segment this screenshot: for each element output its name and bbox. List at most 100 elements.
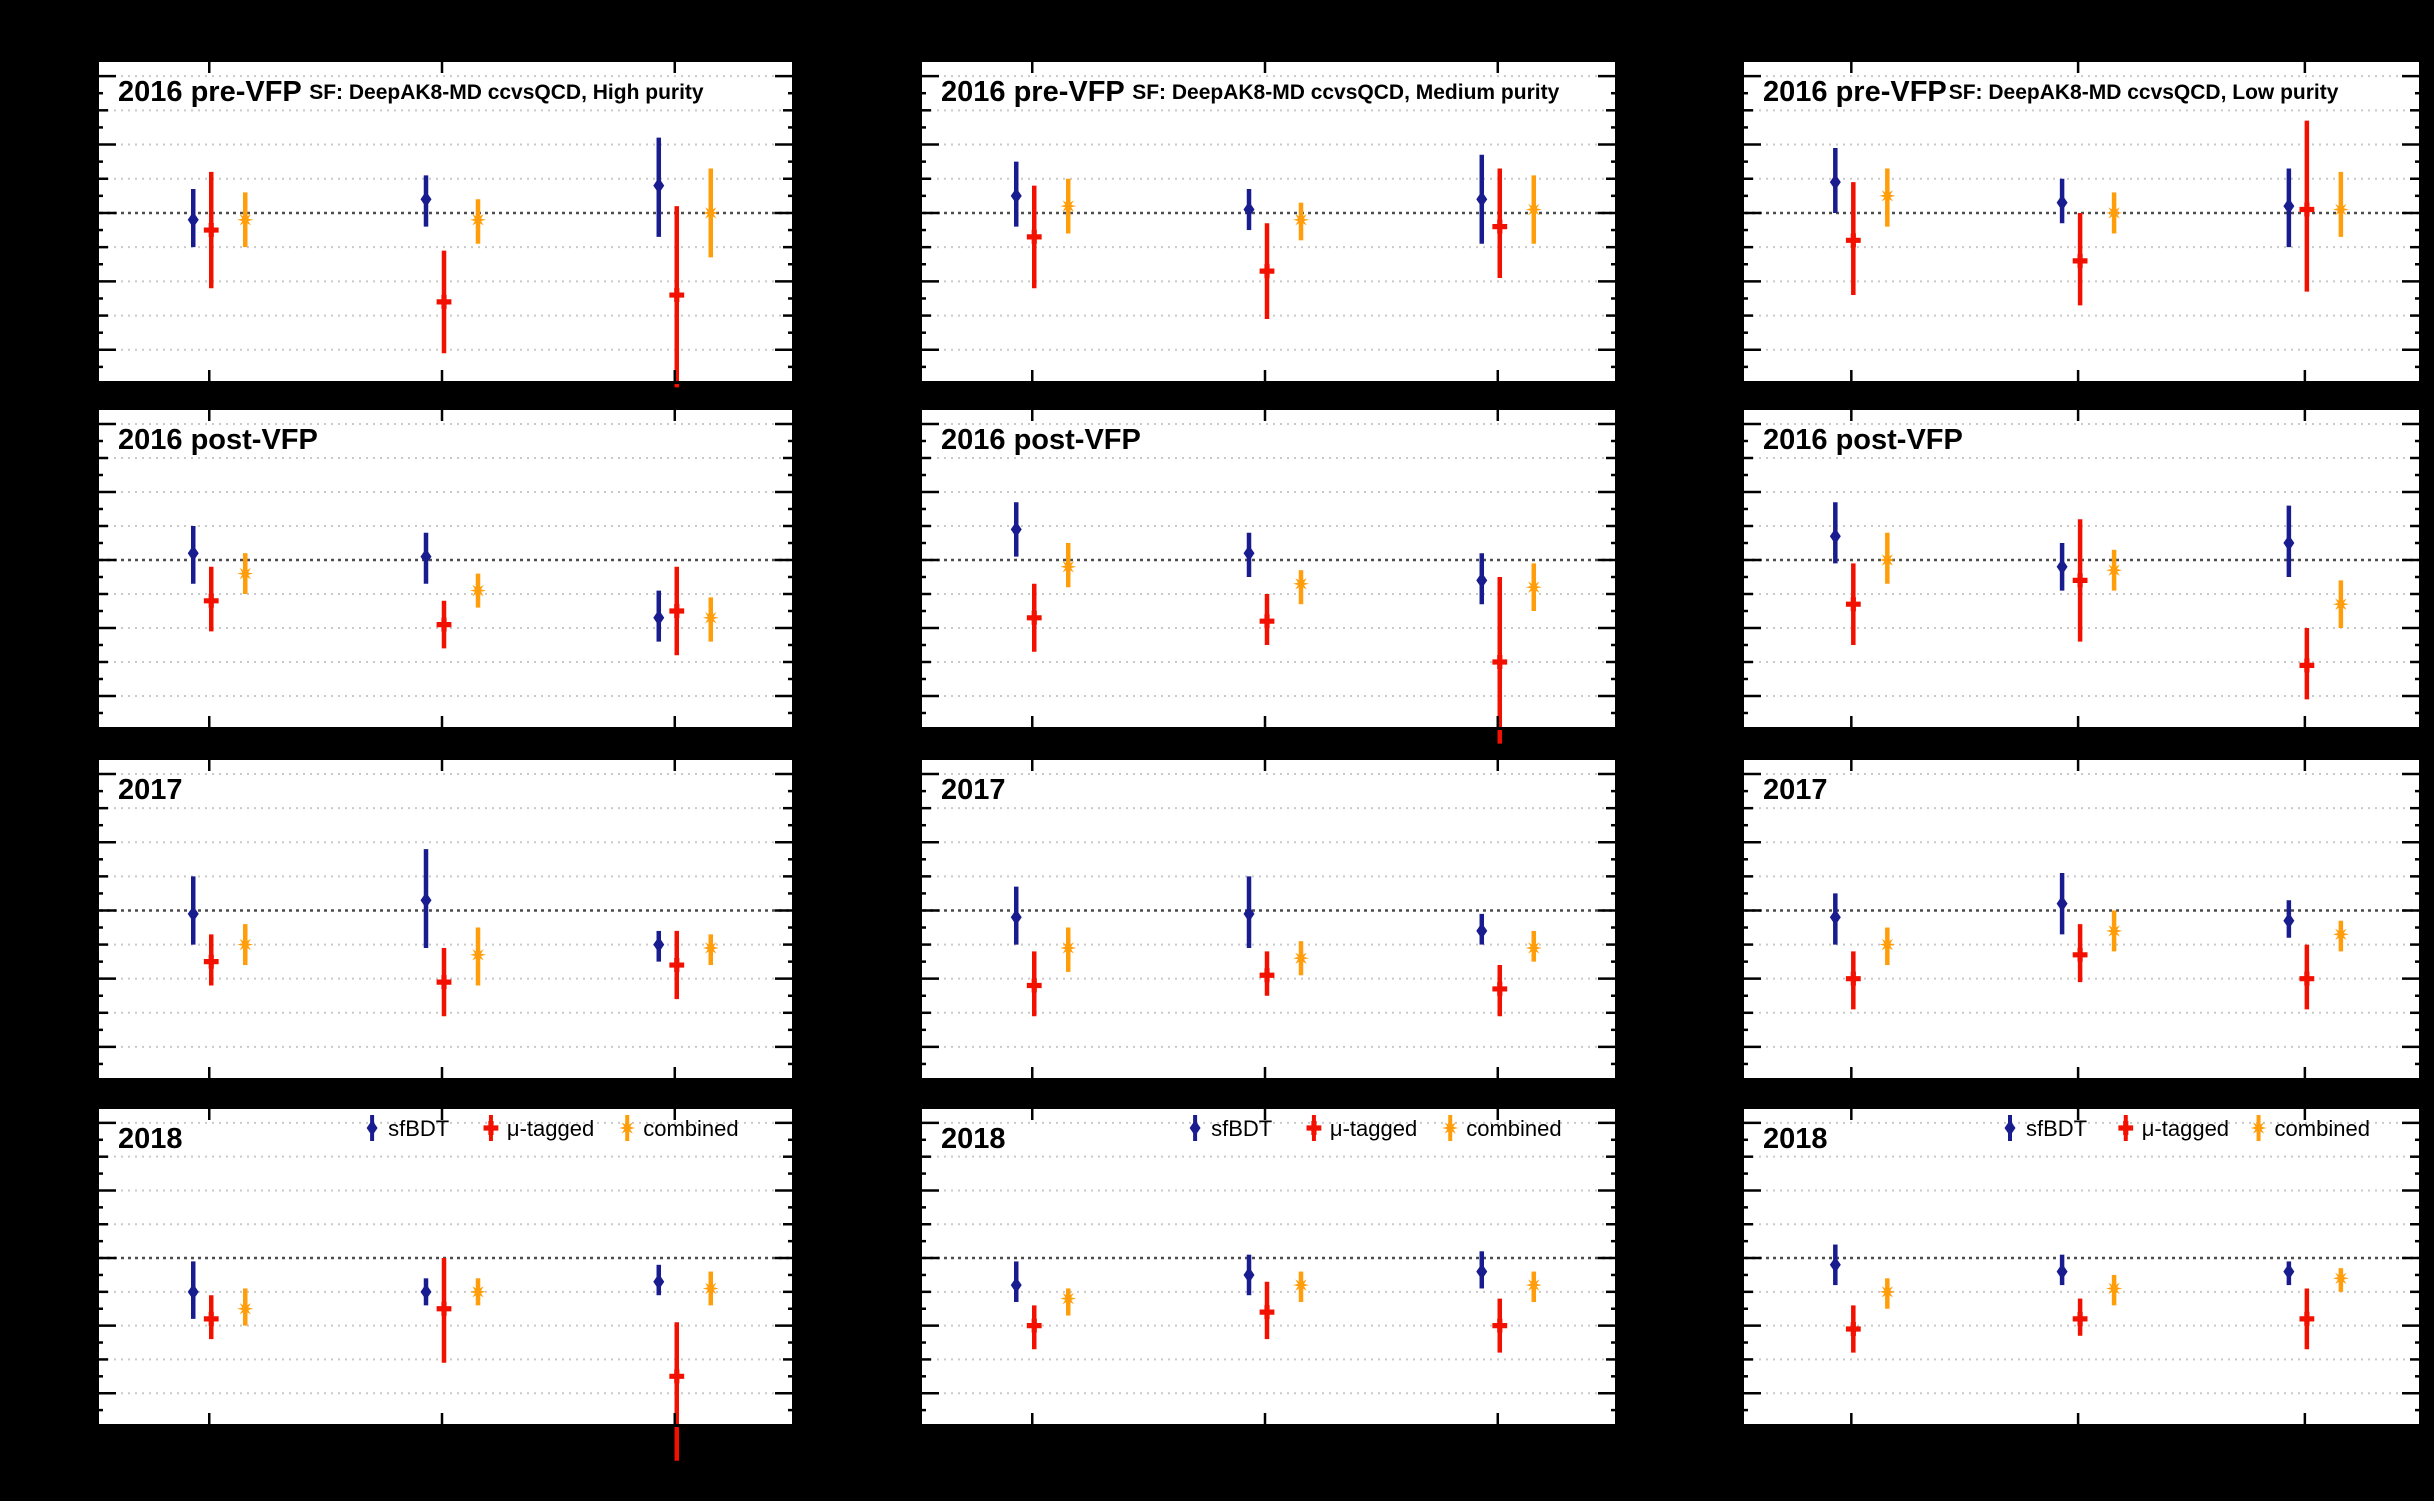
- legend-label-combined: combined: [1466, 1116, 1561, 1141]
- legend-item-mu_tagged: μ-tagged: [1306, 1115, 1417, 1141]
- data-point-mu_tagged: [1026, 610, 1042, 625]
- data-point-sfBDT: [1243, 201, 1255, 218]
- data-point-mu_tagged: [1026, 1318, 1042, 1333]
- legend-label-sfBDT: sfBDT: [1211, 1116, 1272, 1141]
- panel-2016-post-vfp-c3: 2016 post-VFP: [1741, 407, 2422, 730]
- legend-item-combined: combined: [2250, 1115, 2370, 1141]
- panel-border: [96, 757, 795, 1081]
- data-point-combined: [2106, 1280, 2123, 1297]
- data-point-sfBDT: [2056, 1263, 2068, 1280]
- data-point-sfBDT: [187, 545, 199, 562]
- legend-item-combined: combined: [619, 1115, 739, 1141]
- panel-subtitle: SF: DeepAK8-MD ccvsQCD, Medium purity: [1132, 81, 1559, 104]
- data-point-combined: [2332, 926, 2349, 943]
- data-point-combined: [237, 565, 254, 582]
- data-point-sfBDT: [653, 1273, 665, 1290]
- panel-background: [1741, 757, 2422, 1081]
- data-point-combined: [1525, 579, 1542, 596]
- data-point-combined: [470, 946, 486, 963]
- data-point-mu_tagged: [436, 617, 452, 632]
- data-point-mu_tagged: [1259, 1305, 1275, 1320]
- data-point-combined: [1060, 198, 1077, 215]
- panel-2017-c1: 2017: [96, 757, 795, 1081]
- panel-title: 2016 post-VFP: [118, 424, 318, 456]
- data-point-mu_tagged: [2072, 573, 2088, 588]
- data-point-sfBDT: [653, 609, 665, 626]
- data-point-mu_tagged: [2072, 253, 2088, 268]
- data-point-sfBDT: [1476, 1263, 1488, 1280]
- panel-title: 2017: [118, 774, 183, 806]
- data-point-combined: [1525, 201, 1542, 218]
- legend-label-sfBDT: sfBDT: [388, 1116, 449, 1141]
- data-point-sfBDT: [1243, 545, 1255, 562]
- data-point-mu_tagged: [1845, 597, 1861, 612]
- data-point-sfBDT: [1829, 1256, 1841, 1273]
- data-point-combined: [702, 1280, 719, 1297]
- panel-background: [919, 1106, 1618, 1427]
- data-point-sfBDT: [1010, 521, 1022, 538]
- legend-marker-sfBDT: [366, 1120, 378, 1136]
- data-point-sfBDT: [653, 177, 665, 194]
- data-point-mu_tagged: [2299, 971, 2315, 986]
- panel-background: [96, 757, 795, 1081]
- data-point-mu_tagged: [2299, 202, 2315, 217]
- panel-title: 2016 pre-VFP: [118, 76, 302, 108]
- data-point-combined: [1879, 552, 1896, 568]
- data-point-sfBDT: [2283, 1263, 2295, 1280]
- data-point-mu_tagged: [1845, 1322, 1861, 1337]
- data-point-sfBDT: [187, 211, 199, 228]
- data-point-combined: [470, 582, 486, 599]
- panel-border: [96, 1106, 795, 1427]
- data-point-sfBDT: [2056, 558, 2068, 575]
- data-point-combined: [1293, 575, 1309, 592]
- panel-border: [96, 59, 795, 384]
- data-point-combined: [1060, 1290, 1077, 1307]
- data-point-sfBDT: [2283, 912, 2295, 929]
- data-point-sfBDT: [420, 892, 432, 909]
- panel-2018-c3: 2018 sfBDT μ-tagged combined: [1741, 1106, 2422, 1427]
- data-point-mu_tagged: [1845, 233, 1861, 248]
- data-point-sfBDT: [1829, 528, 1841, 545]
- data-point-combined: [2332, 596, 2349, 613]
- panel-title: 2016 pre-VFP: [941, 76, 1125, 108]
- panel-title: 2018: [1763, 1123, 1828, 1155]
- panel-2018-c1: 2018 sfBDT μ-tagged combined: [96, 1106, 795, 1461]
- panel-2016-pre-vfp-c2: 2016 pre-VFP SF: DeepAK8-MD ccvsQCD, Medi…: [919, 59, 1618, 384]
- panel-title: 2016 pre-VFP: [1763, 76, 1947, 108]
- panel-2016-pre-vfp-c1: 2016 pre-VFP SF: DeepAK8-MD ccvsQCD, High…: [96, 59, 795, 388]
- panel-border: [919, 59, 1618, 384]
- data-point-combined: [1293, 211, 1309, 228]
- data-point-mu_tagged: [436, 975, 452, 990]
- data-point-mu_tagged: [2299, 1311, 2315, 1326]
- data-point-sfBDT: [653, 936, 665, 953]
- data-point-mu_tagged: [436, 294, 452, 309]
- data-point-combined: [1060, 558, 1077, 575]
- data-point-sfBDT: [1476, 572, 1488, 589]
- panel-2017-c2: 2017: [919, 757, 1618, 1081]
- panel-border: [1741, 59, 2422, 384]
- panel-background: [919, 757, 1618, 1081]
- legend-marker-sfBDT: [2004, 1120, 2016, 1136]
- data-point-mu_tagged: [1026, 229, 1042, 244]
- panel-2017-c3: 2017: [1741, 757, 2422, 1081]
- data-point-mu_tagged: [1492, 219, 1508, 234]
- data-point-sfBDT: [1010, 909, 1022, 926]
- panel-title: 2018: [118, 1123, 183, 1155]
- panel-border: [919, 407, 1618, 730]
- data-point-combined: [1879, 187, 1896, 204]
- legend-item-mu_tagged: μ-tagged: [483, 1115, 594, 1141]
- legend-item-combined: combined: [1442, 1115, 1562, 1141]
- data-point-mu_tagged: [1026, 978, 1042, 993]
- data-point-combined: [1293, 950, 1309, 967]
- legend-label-mu_tagged: μ-tagged: [2142, 1116, 2229, 1141]
- data-point-sfBDT: [1829, 174, 1841, 191]
- data-point-combined: [1060, 940, 1077, 956]
- data-point-sfBDT: [1476, 191, 1488, 208]
- data-point-mu_tagged: [1845, 971, 1861, 986]
- data-point-sfBDT: [187, 905, 199, 922]
- data-point-combined: [237, 936, 254, 953]
- panel-border: [919, 757, 1618, 1081]
- panel-title: 2016 post-VFP: [1763, 424, 1963, 456]
- panel-2016-pre-vfp-c3: 2016 pre-VFP SF: DeepAK8-MD ccvsQCD, Low …: [1741, 59, 2422, 384]
